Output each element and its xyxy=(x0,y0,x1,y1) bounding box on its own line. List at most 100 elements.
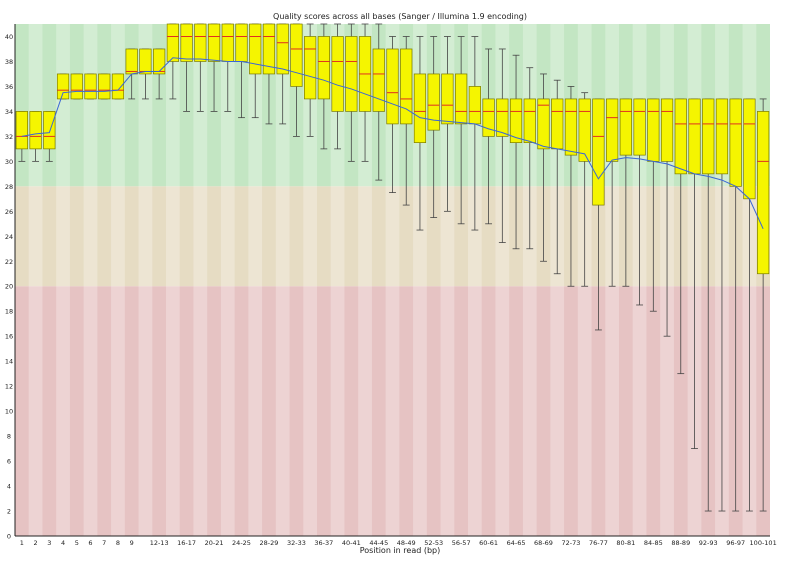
box xyxy=(551,98,564,150)
y-tick-label: 6 xyxy=(7,458,11,466)
box xyxy=(633,98,646,156)
box xyxy=(509,98,523,143)
y-tick-label: 40 xyxy=(5,33,13,41)
quality-band xyxy=(15,186,770,287)
x-tick-label: 68-69 xyxy=(534,539,553,547)
x-tick-label: 64-65 xyxy=(507,539,526,547)
box xyxy=(757,111,770,275)
y-tick-label: 34 xyxy=(5,108,13,116)
column-stripe xyxy=(111,24,125,536)
box xyxy=(317,36,330,100)
box xyxy=(153,48,166,75)
x-tick-label: 24-25 xyxy=(232,539,251,547)
box xyxy=(537,98,550,150)
x-tick-label: 48-49 xyxy=(397,539,416,547)
box xyxy=(386,48,399,125)
box xyxy=(400,48,413,125)
x-tick-label: 16-17 xyxy=(177,539,196,547)
box xyxy=(496,98,509,137)
x-tick-label: 6 xyxy=(88,539,92,547)
x-tick-label: 3 xyxy=(47,539,51,547)
column-stripe xyxy=(330,24,345,536)
x-tick-label: 1 xyxy=(20,539,24,547)
box xyxy=(221,23,234,62)
x-tick-label: 52-53 xyxy=(424,539,443,547)
y-tick-label: 26 xyxy=(5,208,13,216)
column-stripe xyxy=(220,24,235,536)
x-tick-label: 84-85 xyxy=(644,539,663,547)
box xyxy=(111,73,125,100)
column-stripe xyxy=(28,24,43,536)
x-tick-label: 92-93 xyxy=(699,539,718,547)
box xyxy=(564,98,578,156)
column-stripe xyxy=(550,24,565,536)
box xyxy=(166,23,179,62)
y-tick-label: 28 xyxy=(5,183,13,191)
x-tick-label: 20-21 xyxy=(205,539,224,547)
column-stripe xyxy=(385,24,400,536)
box xyxy=(427,73,440,131)
x-tick-label: 4 xyxy=(61,539,65,547)
x-tick-label: 96-97 xyxy=(726,539,745,547)
y-tick-label: 30 xyxy=(5,158,13,166)
x-tick-label: 44-45 xyxy=(369,539,388,547)
column-stripe xyxy=(193,24,208,536)
column-stripe xyxy=(495,24,510,536)
box xyxy=(372,48,385,112)
box xyxy=(743,98,756,200)
x-tick-label: 32-33 xyxy=(287,539,306,547)
column-stripe xyxy=(275,24,290,536)
box xyxy=(606,98,619,162)
box xyxy=(688,98,701,175)
x-tick-label: 2 xyxy=(34,539,38,547)
x-tick-label: 9 xyxy=(130,539,134,547)
x-tick-label: 56-57 xyxy=(452,539,471,547)
y-tick-label: 22 xyxy=(5,258,13,266)
boxes xyxy=(15,23,770,512)
box xyxy=(290,23,303,87)
box xyxy=(70,73,83,100)
box xyxy=(29,111,42,150)
mean-line xyxy=(21,57,764,230)
y-tick-label: 32 xyxy=(5,133,13,141)
column-stripe xyxy=(83,24,98,536)
column-stripe xyxy=(522,24,537,536)
box xyxy=(729,98,742,187)
x-tick-label: 60-61 xyxy=(479,539,498,547)
x-tick-label: 8 xyxy=(116,539,120,547)
column-stripe xyxy=(413,24,427,536)
box xyxy=(276,23,289,75)
x-tick-label: 5 xyxy=(75,539,79,547)
box xyxy=(674,98,687,175)
y-tick-label: 0 xyxy=(7,533,11,541)
column-stripe xyxy=(468,24,482,536)
box xyxy=(345,36,358,112)
x-tick-label: 100-101 xyxy=(750,539,777,547)
box xyxy=(125,48,138,75)
chart-title: Quality scores across all bases (Sanger … xyxy=(273,12,527,21)
box xyxy=(331,36,344,112)
box xyxy=(715,98,729,175)
box xyxy=(660,98,674,162)
box xyxy=(84,73,97,100)
x-tick-label: 28-29 xyxy=(260,539,279,547)
box xyxy=(468,86,481,125)
column-stripe xyxy=(303,24,317,536)
y-tick-label: 4 xyxy=(7,483,11,491)
y-tick-label: 16 xyxy=(5,333,13,341)
x-tick-label: 72-73 xyxy=(562,539,581,547)
mean-line-group xyxy=(21,57,764,230)
x-tick-label: 88-89 xyxy=(671,539,690,547)
y-tick-label: 14 xyxy=(5,358,13,366)
column-stripe xyxy=(440,24,455,536)
y-tick-label: 24 xyxy=(5,233,13,241)
x-tick-label: 76-77 xyxy=(589,539,608,547)
column-stripe xyxy=(138,24,153,536)
y-tick-label: 36 xyxy=(5,83,13,91)
box xyxy=(207,23,221,62)
x-tick-label: 80-81 xyxy=(616,539,635,547)
quality-band xyxy=(15,286,770,536)
box xyxy=(262,23,276,75)
